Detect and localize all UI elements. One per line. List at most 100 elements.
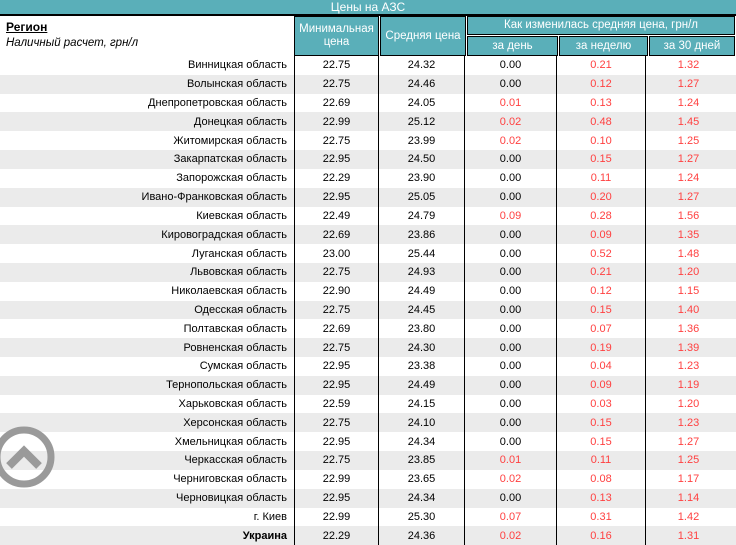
avg-value: 25.05 [379, 187, 465, 207]
avg-value: 24.30 [379, 338, 465, 357]
table-row: Тернопольская область 22.95 24.49 0.00 0.09 1… [0, 375, 736, 395]
table-row: Черкасская область 22.75 23.85 0.01 0.11 1.25 [0, 451, 736, 470]
table-row: Украина 22.29 24.36 0.02 0.16 1.31 [0, 526, 736, 545]
column-header-per-30-days: за 30 дней [649, 36, 735, 56]
table-row: Черновицкая область 22.95 24.34 0.00 0.13 1.1… [0, 488, 736, 508]
min-value: 22.69 [295, 225, 379, 245]
avg-value: 24.34 [379, 488, 465, 508]
day-value: 0.00 [465, 168, 557, 188]
min-value: 23.00 [295, 244, 379, 263]
min-value: 22.95 [295, 375, 379, 395]
region-name: Закарпатская область [0, 150, 295, 169]
week-value: 0.11 [557, 168, 646, 188]
avg-value: 24.49 [379, 281, 465, 301]
day-value: 0.09 [465, 206, 557, 226]
day-value: 0.00 [465, 281, 557, 301]
min-value: 22.75 [295, 131, 379, 151]
avg-value: 24.36 [379, 526, 465, 545]
month-value: 1.31 [677, 529, 700, 542]
week-value: 0.12 [557, 281, 646, 301]
week-value: 0.21 [557, 262, 646, 282]
table-title: Цены на АЗС [0, 0, 736, 16]
day-value: 0.00 [465, 187, 557, 207]
min-value: 22.69 [295, 319, 379, 339]
table-row: Киевская область 22.49 24.79 0.09 0.28 1.56 [0, 206, 736, 226]
month-value: 1.48 [677, 247, 700, 260]
week-value: 0.12 [557, 74, 646, 94]
price-change-subheaders: за день за неделю за 30 дней [467, 36, 735, 56]
month-value: 1.14 [677, 492, 700, 505]
min-value: 22.90 [295, 281, 379, 301]
table-row: Кировоградская область 22.69 23.86 0.00 0.09… [0, 225, 736, 245]
table-row: Ивано-Франковская область 22.95 25.05 0.00 0… [0, 187, 736, 207]
month-value: 1.36 [677, 322, 700, 335]
day-value: 0.00 [465, 413, 557, 433]
region-name: Львовская область [0, 262, 295, 282]
week-value: 0.52 [557, 244, 646, 263]
month-value: 1.23 [677, 416, 700, 429]
day-value: 0.00 [465, 432, 557, 452]
region-name: Волынская область [0, 74, 295, 94]
column-header-avg-price: Средняя цена [380, 16, 466, 56]
circle-outline-icon [0, 426, 55, 488]
column-header-price-change: Как изменилась средняя цена, грн/л [467, 16, 735, 35]
day-value: 0.00 [465, 244, 557, 263]
scroll-to-top-button[interactable] [0, 425, 55, 489]
week-value: 0.10 [557, 131, 646, 151]
region-name: Житомирская область [0, 131, 295, 151]
month-value: 1.19 [677, 379, 700, 392]
month-value: 1.17 [677, 473, 700, 486]
week-value: 0.31 [557, 507, 646, 527]
day-value: 0.00 [465, 74, 557, 94]
avg-value: 24.93 [379, 262, 465, 282]
table-header: Регион Наличный расчет, грн/л Минимальна… [0, 16, 736, 56]
region-name: Украина [0, 526, 295, 545]
day-value: 0.00 [465, 56, 557, 75]
min-value: 22.75 [295, 56, 379, 75]
region-name: Тернопольская область [0, 375, 295, 395]
min-value: 22.75 [295, 451, 379, 470]
day-value: 0.00 [465, 319, 557, 339]
avg-value: 25.30 [379, 507, 465, 527]
region-header-cell: Регион Наличный расчет, грн/л [0, 16, 295, 56]
table-row: Львовская область 22.75 24.93 0.00 0.21 1.20 [0, 262, 736, 282]
month-value: 1.24 [677, 97, 700, 110]
table-row: г. Киев 22.99 25.30 0.07 0.31 1.42 [0, 507, 736, 527]
month-value: 1.27 [677, 78, 700, 91]
price-table-body: Винницкая область 22.75 24.32 0.00 0.21 1.32 В… [0, 56, 736, 545]
region-name: Ивано-Франковская область [0, 187, 295, 207]
week-value: 0.09 [557, 225, 646, 245]
min-value: 22.95 [295, 488, 379, 508]
region-header-label: Регион [6, 20, 48, 34]
table-row: Хмельницкая область 22.95 24.34 0.00 0.15 1.2… [0, 432, 736, 452]
column-header-per-day: за день [467, 36, 558, 56]
chevron-up-icon [6, 445, 42, 469]
avg-value: 23.99 [379, 131, 465, 151]
min-value: 22.95 [295, 357, 379, 376]
avg-value: 24.46 [379, 74, 465, 94]
week-value: 0.28 [557, 206, 646, 226]
day-value: 0.07 [465, 507, 557, 527]
week-value: 0.15 [557, 150, 646, 169]
min-value: 22.75 [295, 74, 379, 94]
region-name: Черкасская область [0, 451, 295, 470]
month-value: 1.25 [677, 454, 700, 467]
week-value: 0.13 [557, 488, 646, 508]
min-value: 22.75 [295, 413, 379, 433]
avg-value: 23.65 [379, 469, 465, 489]
min-value: 22.99 [295, 112, 379, 132]
week-value: 0.13 [557, 93, 646, 113]
day-value: 0.00 [465, 150, 557, 169]
week-value: 0.03 [557, 394, 646, 414]
avg-value: 23.80 [379, 319, 465, 339]
week-value: 0.11 [557, 451, 646, 470]
min-value: 22.69 [295, 93, 379, 113]
region-name: Николаевская область [0, 281, 295, 301]
avg-value: 24.49 [379, 375, 465, 395]
avg-value: 24.79 [379, 206, 465, 226]
region-name: Хмельницкая область [0, 432, 295, 452]
avg-value: 24.45 [379, 300, 465, 320]
day-value: 0.00 [465, 357, 557, 376]
day-value: 0.02 [465, 112, 557, 132]
